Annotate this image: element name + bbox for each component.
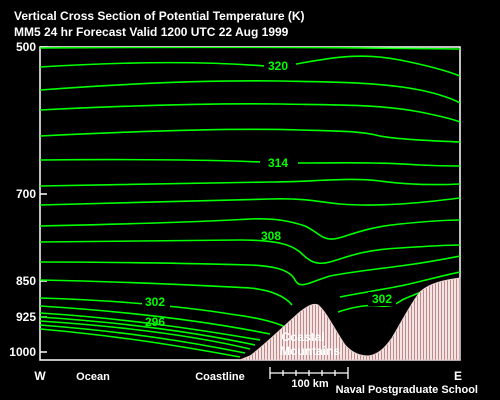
contour-line: [40, 103, 460, 123]
contour-label-bg: [368, 292, 396, 306]
contour-label-bg: [264, 58, 292, 72]
contour-label-314: 314: [268, 156, 288, 170]
contour-line: [40, 239, 460, 265]
scale-bar-label: 100 km: [291, 378, 329, 390]
y-tick-label-1000: 1000: [9, 345, 36, 359]
x-label-east: E: [454, 369, 462, 383]
contour-lines: [40, 47, 460, 358]
x-label-ocean: Ocean: [76, 371, 110, 383]
contour-line: [40, 55, 460, 77]
y-tick-label-700: 700: [16, 187, 36, 201]
terrain-label-line1: Coastal: [281, 330, 324, 344]
contour-line: [40, 128, 460, 143]
contour-label-302-east: 302: [372, 292, 392, 306]
terrain: [239, 277, 461, 361]
y-tick-label-500: 500: [16, 40, 36, 54]
contour-line: [40, 324, 246, 354]
contour-line: [40, 47, 460, 50]
contour-line: [40, 80, 460, 104]
contour-label-320: 320: [268, 59, 288, 73]
contour-label-296: 296: [145, 315, 165, 329]
x-label-coastline: Coastline: [195, 371, 245, 383]
contour-line: [40, 328, 241, 358]
contour-line: [40, 305, 271, 335]
contour-label-302-west: 302: [145, 295, 165, 309]
contour-label-bg: [262, 155, 294, 169]
contour-line: [40, 158, 460, 167]
x-label-west: W: [34, 369, 46, 383]
contour-line: [40, 178, 460, 187]
y-tick-label-925: 925: [16, 310, 36, 324]
contour-line: [40, 312, 261, 341]
contour-line: [40, 218, 460, 240]
contour-label-308: 308: [261, 229, 281, 243]
contour-line: [40, 197, 460, 206]
contour-line: [40, 255, 460, 286]
scale-bar: [269, 367, 349, 379]
credit-text: Naval Postgraduate School: [336, 384, 478, 396]
terrain-label-line2: Mountains: [280, 344, 340, 358]
contour-line: [40, 271, 460, 306]
chart-subtitle: MM5 24 hr Forecast Valid 1200 UTC 22 Aug…: [14, 25, 289, 39]
contour-line: [40, 320, 251, 350]
contour-label-bg: [142, 295, 170, 309]
contour-line: [40, 316, 256, 346]
y-tick-label-850: 850: [16, 274, 36, 288]
chart-title: Vertical Cross Section of Potential Temp…: [14, 9, 305, 23]
